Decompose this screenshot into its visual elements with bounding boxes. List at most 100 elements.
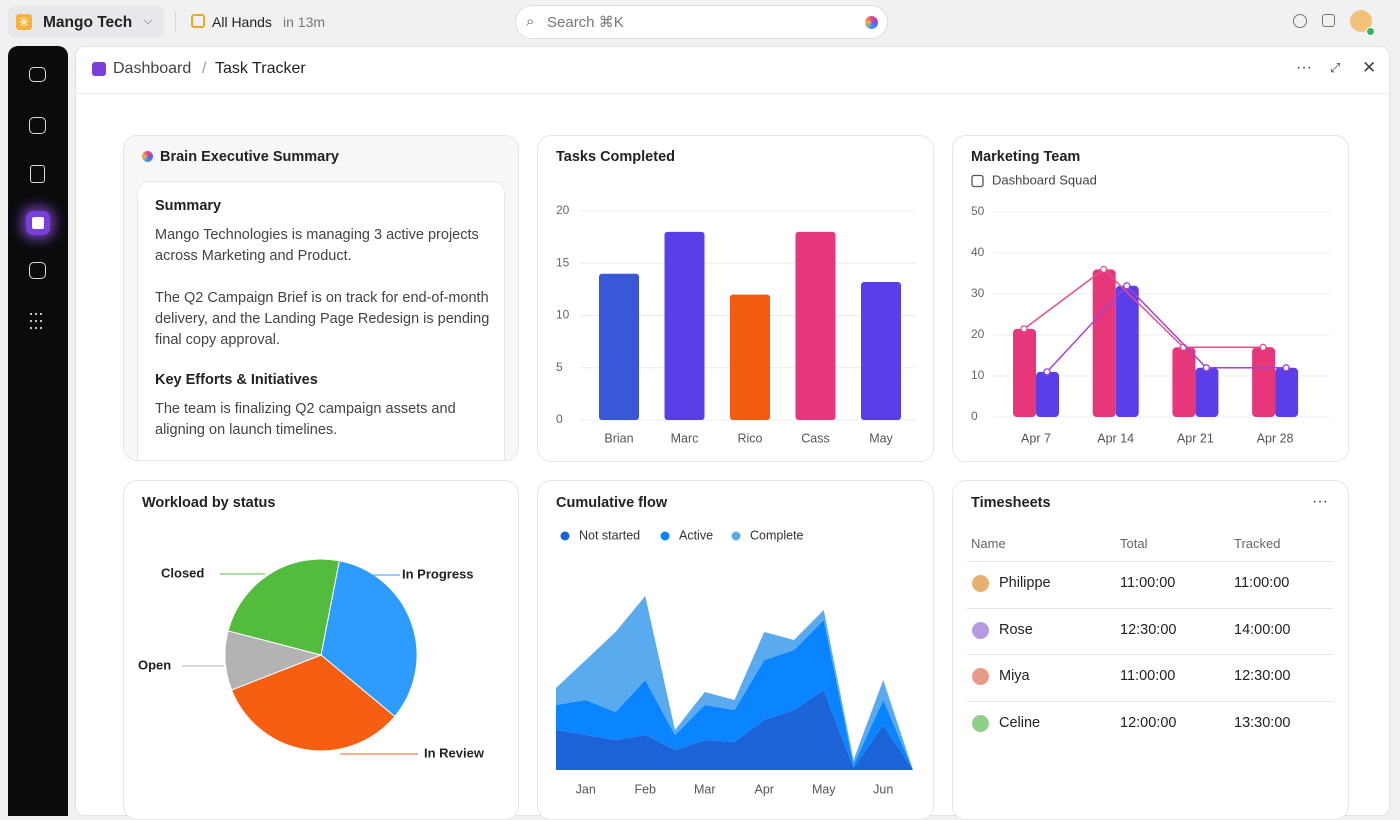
section-heading: Summary	[155, 198, 222, 214]
workspace-switcher[interactable]: ✳ Mango Tech ⌵	[8, 6, 164, 38]
line-marker	[1282, 364, 1290, 372]
table-cell: 14:00:00	[1234, 621, 1291, 638]
summary-text: Summary Mango Technologies is managing 3…	[155, 198, 495, 460]
line-marker	[1043, 368, 1051, 376]
sidebar: ··· ··· ···	[8, 46, 68, 816]
slice-label: Open	[138, 657, 171, 672]
paragraph: The team is finalizing Q2 campaign asset…	[155, 401, 456, 438]
legend-swatch	[560, 531, 570, 541]
x-tick-label: Cass	[801, 431, 829, 445]
bar	[1172, 347, 1196, 417]
legend-label: Complete	[750, 528, 804, 542]
bar	[730, 294, 770, 420]
table-cell: 13:30:00	[1234, 715, 1291, 732]
legend-swatch	[731, 531, 741, 541]
slice-label: Closed	[161, 565, 204, 580]
inbox-icon[interactable]	[29, 67, 46, 82]
chat-icon[interactable]	[29, 117, 46, 134]
line-marker	[1202, 364, 1211, 372]
row-divider	[967, 561, 1333, 562]
chart-subtitle: Dashboard Squad	[992, 172, 1097, 187]
close-button[interactable]: ✕	[1362, 58, 1377, 77]
avatar	[972, 621, 989, 639]
chart-title: Marketing Team	[971, 149, 1080, 165]
expand-button[interactable]: ⤢	[1330, 60, 1341, 75]
bar	[1252, 347, 1276, 417]
area	[556, 690, 913, 770]
x-tick-label: Marc	[671, 431, 699, 445]
dashboards-glyph	[32, 217, 44, 229]
slice-label: In Progress	[402, 566, 474, 581]
x-tick-label: Brian	[604, 431, 633, 445]
user-avatar[interactable]	[1350, 10, 1372, 32]
workspace-icon: ✳	[16, 14, 32, 30]
y-tick-label: 50	[971, 204, 985, 218]
legend-label: Active	[679, 528, 713, 542]
docs-icon[interactable]	[30, 165, 45, 183]
chevron: ⌵	[144, 15, 153, 27]
bar	[1115, 285, 1139, 417]
chart-title: Tasks Completed	[556, 149, 675, 165]
table-cell: 12:30:00	[1120, 621, 1177, 638]
workspace-name: Mango Tech	[43, 14, 133, 31]
y-tick-label: 20	[556, 203, 570, 217]
table-cell: Philippe	[999, 575, 1051, 591]
breadcrumb-current: Task Tracker	[215, 60, 306, 77]
x-tick-label: May	[812, 782, 836, 796]
column-header: Name	[971, 536, 1006, 551]
x-tick-label: Mar	[694, 782, 716, 796]
legend-label: Not started	[579, 528, 640, 542]
pie-slice	[230, 654, 396, 752]
bar	[1195, 367, 1219, 417]
line-marker	[1020, 325, 1028, 333]
chart-title: Workload by status	[142, 495, 275, 511]
bar	[599, 273, 639, 420]
line-marker	[1259, 343, 1267, 351]
table-cell: Celine	[999, 715, 1041, 732]
avatar	[972, 668, 989, 686]
whiteboard-icon[interactable]	[29, 262, 46, 279]
search-box[interactable]: ⌕ Search ⌘K	[515, 5, 888, 39]
event-name[interactable]: All Hands	[212, 14, 272, 30]
header-divider	[76, 93, 1389, 94]
more-button[interactable]: ···	[1312, 493, 1328, 510]
y-tick-label: 40	[971, 245, 985, 259]
y-tick-label: 20	[971, 327, 985, 341]
x-tick-label: Jan	[576, 782, 596, 796]
table-cell: 12:30:00	[1234, 668, 1291, 685]
online-dot	[1366, 27, 1375, 36]
dashboard-icon	[92, 62, 106, 76]
x-tick-label: Apr 7	[1021, 431, 1051, 445]
status-icon[interactable]	[1293, 14, 1307, 28]
table-cell: 11:00:00	[1120, 575, 1176, 591]
x-tick-label: Jun	[873, 782, 893, 796]
chart-title: Cumulative flow	[556, 495, 668, 511]
column-header: Tracked	[1234, 536, 1281, 551]
table-cell: 12:00:00	[1120, 715, 1177, 732]
avatar	[972, 575, 989, 592]
timesheets-card	[952, 480, 1349, 820]
more-button[interactable]: ···	[1296, 59, 1312, 76]
calendar-icon	[191, 14, 205, 28]
table-cell: 11:00:00	[1120, 668, 1176, 685]
y-tick-label: 10	[556, 308, 570, 322]
x-tick-label: May	[869, 431, 893, 445]
y-tick-label: 15	[556, 255, 570, 269]
brain-icon[interactable]	[865, 16, 878, 29]
bar	[795, 231, 836, 420]
x-tick-label: Apr 28	[1257, 431, 1294, 445]
y-tick-label: 10	[971, 368, 985, 382]
summary-body: Summary Mango Technologies is managing 3…	[137, 181, 505, 460]
legend-swatch	[660, 531, 670, 541]
line-marker	[1123, 282, 1131, 290]
compose-icon[interactable]	[1322, 14, 1335, 27]
line-marker	[1100, 265, 1108, 274]
divider	[175, 12, 176, 32]
breadcrumb-parent[interactable]: Dashboard	[113, 60, 192, 77]
bar	[1036, 371, 1059, 417]
table-cell: 11:00:00	[1234, 575, 1290, 591]
x-tick-label: Rico	[737, 431, 762, 445]
